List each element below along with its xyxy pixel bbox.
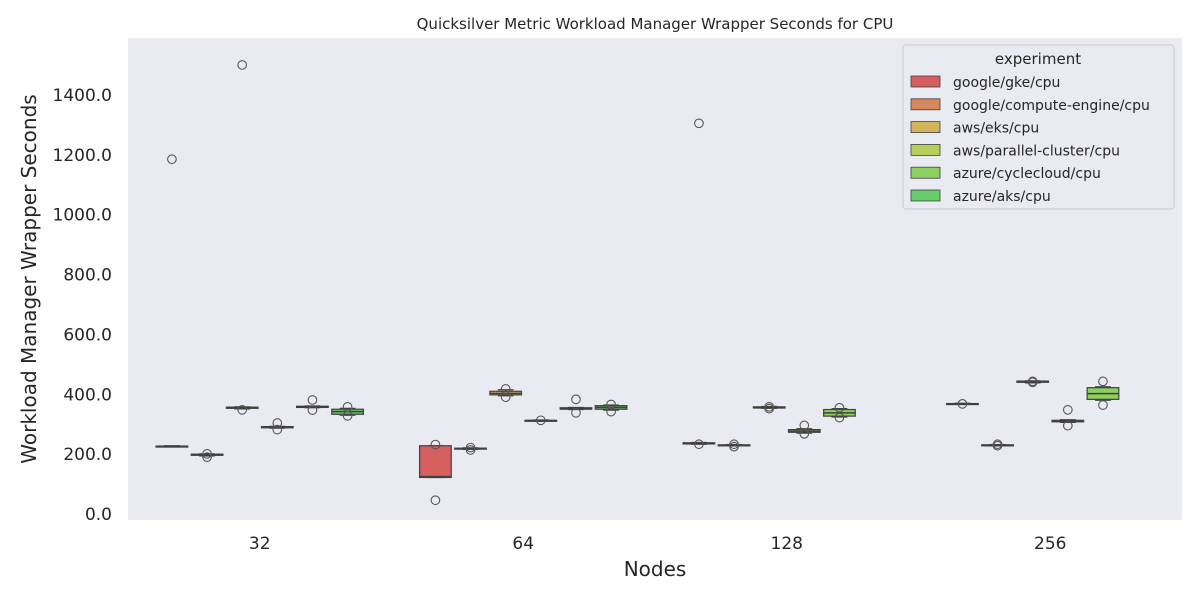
outlier-point	[729, 441, 739, 452]
outlier-point	[307, 405, 318, 415]
legend-label: google/gke/cpu	[953, 75, 1060, 91]
legend-swatch	[910, 143, 941, 156]
x-axis-label: Nodes	[624, 557, 687, 581]
outlier-point	[834, 402, 845, 413]
y-tick-label: 1000.0	[53, 206, 112, 226]
outlier-point	[272, 424, 283, 435]
legend-swatch	[910, 189, 941, 202]
y-tick-label: 800.0	[63, 266, 112, 286]
outlier-point	[202, 448, 212, 459]
outlier-point	[307, 395, 318, 405]
outlier-point	[799, 420, 810, 431]
legend-swatch	[910, 75, 941, 88]
outlier-point	[535, 415, 546, 426]
legend-label: azure/aks/cpu	[953, 189, 1051, 205]
outlier-point	[342, 401, 353, 412]
outlier-point	[606, 406, 616, 417]
x-tick-label: 256	[1034, 534, 1066, 554]
outlier-point	[606, 399, 616, 410]
outlier-point	[957, 398, 968, 409]
outlier-point	[465, 442, 476, 453]
series-group	[296, 376, 1120, 423]
outlier-point	[1062, 404, 1073, 415]
outlier-point	[430, 439, 441, 450]
x-tick-label: 128	[771, 534, 803, 554]
series-group	[225, 60, 1050, 415]
x-tick-label: 32	[249, 534, 271, 554]
x-axis-ticks: 32 64 128 256	[249, 534, 1067, 554]
series-group	[190, 439, 1014, 462]
outlier-point	[500, 384, 511, 394]
outlier-point	[1098, 400, 1108, 410]
y-tick-label: 1200.0	[53, 146, 112, 166]
y-axis-label: Workload Manager Wrapper Seconds	[17, 94, 41, 463]
legend-label: azure/cyclecloud/cpu	[953, 166, 1101, 182]
outlier-point	[1062, 420, 1073, 431]
outlier-point	[272, 418, 283, 428]
outlier-point	[1098, 376, 1108, 387]
legend-swatch	[910, 121, 941, 133]
legend: experiment google/gke/cpu google/compute-…	[902, 44, 1175, 210]
outlier-point	[764, 401, 775, 412]
legend-frame	[902, 44, 1175, 210]
y-tick-label: 600.0	[63, 325, 112, 345]
legend-title: experiment	[995, 50, 1081, 68]
series-group	[260, 404, 1085, 439]
y-tick-label: 0.0	[85, 505, 112, 525]
outlier-point	[430, 495, 441, 506]
y-tick-label: 200.0	[63, 445, 112, 465]
outlier-point	[694, 439, 704, 450]
series-group	[155, 118, 979, 506]
outlier-point	[571, 394, 581, 405]
series-group	[331, 399, 628, 421]
chart-title: Quicksilver Metric Workload Manager Wrap…	[417, 15, 894, 33]
legend-swatch	[910, 166, 941, 179]
outlier-point	[237, 60, 248, 70]
legend-swatch	[910, 98, 941, 111]
legend-label: aws/parallel-cluster/cpu	[953, 143, 1120, 159]
legend-items: google/gke/cpu google/compute-engine/cpu a…	[910, 75, 1150, 205]
box	[419, 445, 452, 479]
outlier-point	[571, 407, 581, 418]
y-tick-label: 1400.0	[53, 86, 112, 106]
legend-label: aws/eks/cpu	[953, 121, 1039, 137]
outlier-point	[992, 439, 1003, 450]
y-axis-ticks: 0.0 200.0 400.0 600.0 800.0 1000.0 1200.0 1400.…	[53, 86, 112, 525]
outlier-point	[694, 118, 704, 129]
outlier-point	[167, 154, 177, 165]
x-tick-label: 64	[512, 534, 534, 554]
outlier-point	[465, 445, 476, 455]
y-tick-label: 400.0	[63, 385, 112, 405]
outlier-point	[729, 439, 739, 450]
outlier-point	[237, 404, 248, 415]
outlier-point	[1027, 376, 1038, 387]
outlier-point	[202, 452, 212, 462]
legend-label: google/compute-engine/cpu	[953, 98, 1150, 114]
outlier-point	[834, 412, 845, 423]
box-groups	[155, 60, 1120, 506]
